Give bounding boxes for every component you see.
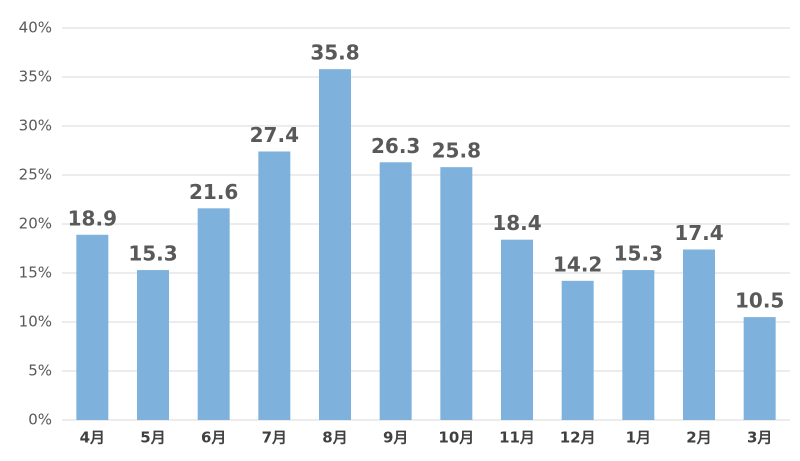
- x-tick-label: 4月: [80, 429, 105, 447]
- value-label: 14.2: [553, 252, 602, 276]
- y-tick-label: 25%: [19, 166, 52, 184]
- value-label: 21.6: [189, 180, 238, 204]
- y-tick-label: 5%: [28, 362, 52, 380]
- y-tick-label: 0%: [28, 411, 52, 429]
- value-label: 10.5: [735, 289, 784, 313]
- bar: [258, 151, 291, 421]
- bar: [76, 234, 109, 420]
- value-label: 27.4: [250, 123, 299, 147]
- value-label: 18.9: [68, 206, 117, 230]
- value-label: 26.3: [371, 134, 420, 158]
- x-tick-label: 12月: [560, 429, 596, 447]
- bar: [622, 270, 655, 420]
- y-tick-label: 20%: [19, 215, 52, 233]
- x-tick-label: 2月: [686, 429, 711, 447]
- bar: [683, 249, 715, 420]
- bar: [197, 208, 230, 420]
- bar: [743, 317, 776, 420]
- bar: [501, 239, 533, 420]
- bar: [319, 69, 351, 420]
- bar: [379, 162, 412, 420]
- x-tick-label: 5月: [140, 429, 165, 447]
- x-tick-label: 10月: [438, 429, 474, 447]
- value-label: 15.3: [614, 242, 663, 266]
- x-tick-label: 3月: [747, 429, 772, 447]
- value-label: 35.8: [310, 41, 359, 65]
- y-tick-label: 35%: [19, 68, 52, 86]
- y-tick-label: 30%: [19, 117, 52, 135]
- y-tick-label: 40%: [19, 19, 52, 37]
- bar: [137, 270, 169, 420]
- x-tick-label: 7月: [262, 429, 287, 447]
- value-label: 17.4: [674, 221, 723, 245]
- y-tick-label: 10%: [19, 313, 52, 331]
- bar: [440, 167, 473, 420]
- x-tick-label: 8月: [322, 429, 347, 447]
- value-label: 18.4: [492, 211, 541, 235]
- value-label: 25.8: [432, 139, 481, 163]
- value-label: 15.3: [128, 242, 177, 266]
- x-tick-label: 9月: [383, 429, 408, 447]
- y-tick-label: 15%: [19, 264, 52, 282]
- x-tick-label: 6月: [201, 429, 226, 447]
- x-tick-label: 11月: [499, 429, 535, 447]
- x-tick-label: 1月: [626, 429, 651, 447]
- bar: [561, 280, 594, 420]
